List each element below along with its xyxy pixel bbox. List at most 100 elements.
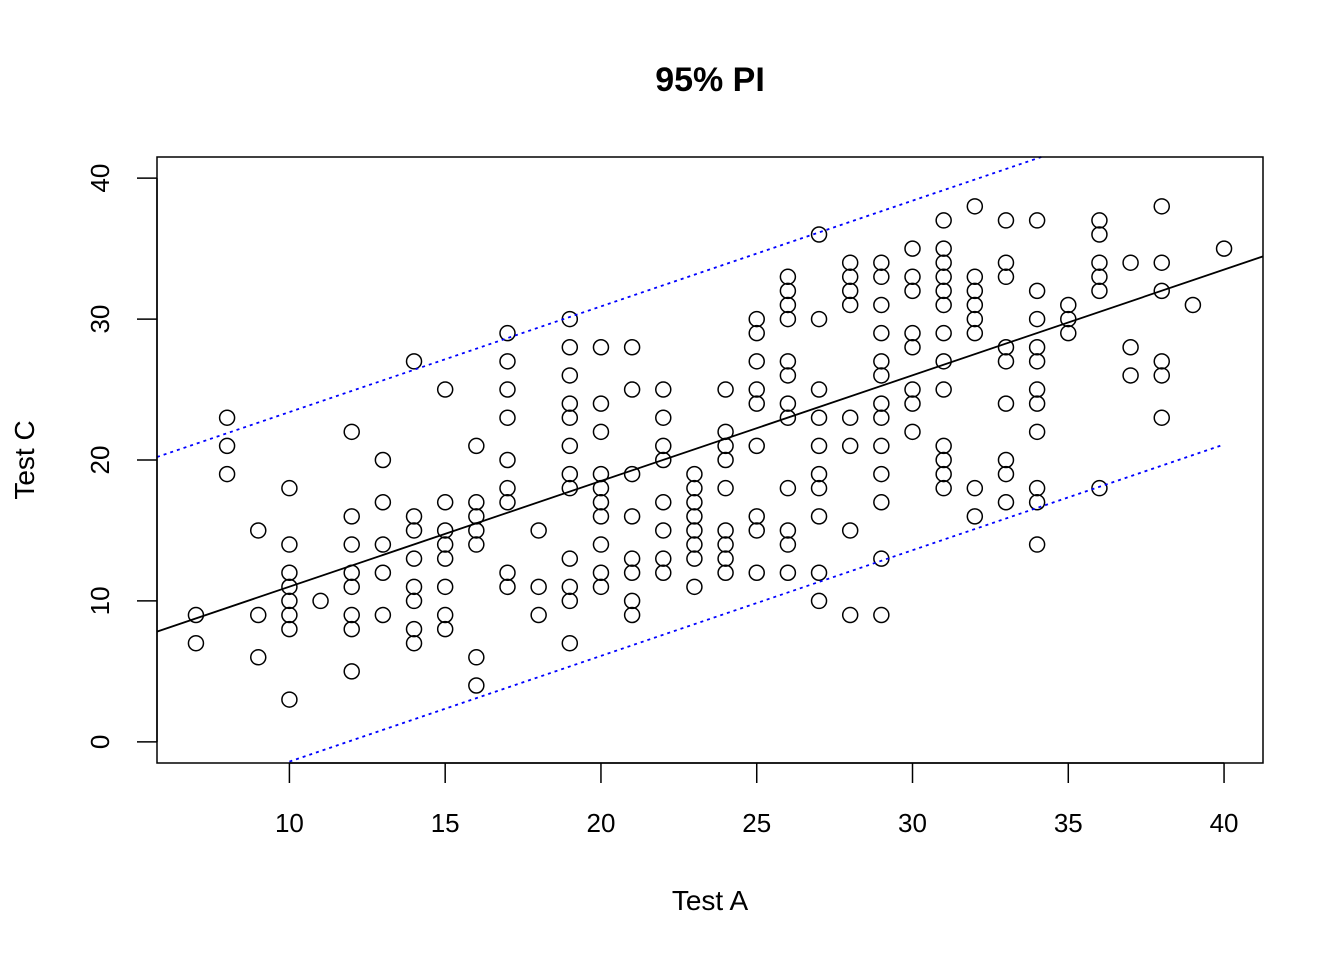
data-point [810, 592, 828, 610]
data-point [436, 606, 454, 624]
data-point [748, 522, 765, 539]
data-point [966, 479, 984, 497]
data-point [312, 592, 329, 610]
data-point [1060, 324, 1077, 342]
data-point [343, 663, 360, 680]
x-tick-label: 10 [275, 808, 304, 838]
data-point [1153, 282, 1170, 300]
x-axis-label: Test A [672, 885, 749, 916]
data-point [1091, 254, 1108, 271]
data-point [935, 296, 952, 314]
data-point [686, 522, 703, 539]
data-point [810, 564, 828, 581]
data-point [1028, 212, 1046, 229]
data-point [250, 606, 267, 624]
data-point [997, 451, 1015, 469]
data-point [281, 536, 298, 553]
data-point [468, 494, 485, 511]
data-point [561, 465, 579, 483]
data-point [935, 437, 952, 455]
data-point [966, 508, 984, 525]
data-point [655, 381, 672, 398]
data-point [1091, 282, 1108, 300]
data-point [779, 479, 797, 497]
data-point [935, 240, 952, 257]
data-point [873, 409, 890, 426]
data-point [873, 367, 890, 384]
data-point [374, 536, 392, 553]
data-point [904, 324, 921, 342]
data-point [374, 564, 392, 581]
data-point [841, 437, 859, 455]
data-point [592, 423, 610, 441]
data-point [873, 296, 890, 314]
data-point [1122, 254, 1139, 271]
data-point [873, 353, 890, 370]
data-point [343, 578, 360, 596]
data-point [250, 649, 267, 666]
data-point [748, 395, 765, 412]
data-point [561, 367, 579, 384]
data-point [935, 451, 952, 469]
data-point [436, 381, 454, 398]
data-point [748, 310, 765, 328]
plot-frame [156, 156, 1264, 764]
data-point [623, 606, 641, 624]
data-point [841, 282, 859, 300]
data-point [1028, 353, 1046, 370]
data-point [468, 677, 485, 694]
data-point [841, 254, 859, 271]
data-point [623, 564, 641, 581]
data-point [1153, 367, 1170, 384]
data-point [250, 522, 267, 539]
y-tick-label: 0 [85, 735, 115, 749]
x-tick-label: 30 [898, 808, 927, 838]
data-point [592, 536, 610, 553]
data-point [810, 479, 828, 497]
data-point [561, 437, 579, 455]
data-point [592, 395, 610, 412]
data-point [935, 479, 952, 497]
data-point [1060, 296, 1077, 314]
data-point [810, 409, 828, 426]
data-point [405, 578, 423, 596]
data-point [686, 494, 703, 511]
data-point [623, 465, 641, 483]
data-point [966, 268, 984, 286]
data-point [748, 353, 765, 370]
data-point [561, 339, 579, 356]
data-point [748, 564, 765, 581]
data-point [779, 409, 797, 426]
data-point [904, 282, 921, 300]
data-point [997, 353, 1015, 370]
data-point [281, 592, 298, 610]
data-point [686, 465, 703, 483]
data-point [1091, 226, 1108, 243]
data-point [779, 536, 797, 553]
data-point [468, 536, 485, 553]
x-tick-label: 20 [586, 808, 615, 838]
data-point [686, 536, 703, 553]
data-point [499, 564, 516, 581]
data-point [1028, 494, 1046, 511]
data-point [405, 508, 423, 525]
data-point [810, 465, 828, 483]
data-point [1028, 381, 1046, 398]
data-point [561, 395, 579, 412]
data-point [966, 296, 984, 314]
data-point [374, 606, 392, 624]
data-point [1184, 296, 1202, 314]
data-point [623, 592, 641, 610]
data-point [499, 578, 516, 596]
data-point [499, 381, 516, 398]
data-point [935, 268, 952, 286]
data-point [904, 268, 921, 286]
data-point [436, 578, 454, 596]
data-point [810, 508, 828, 525]
data-point [686, 578, 703, 596]
data-point [997, 212, 1015, 229]
data-point [779, 282, 797, 300]
data-point [374, 494, 392, 511]
pi-upper-line [156, 156, 1042, 458]
data-point [779, 367, 797, 384]
